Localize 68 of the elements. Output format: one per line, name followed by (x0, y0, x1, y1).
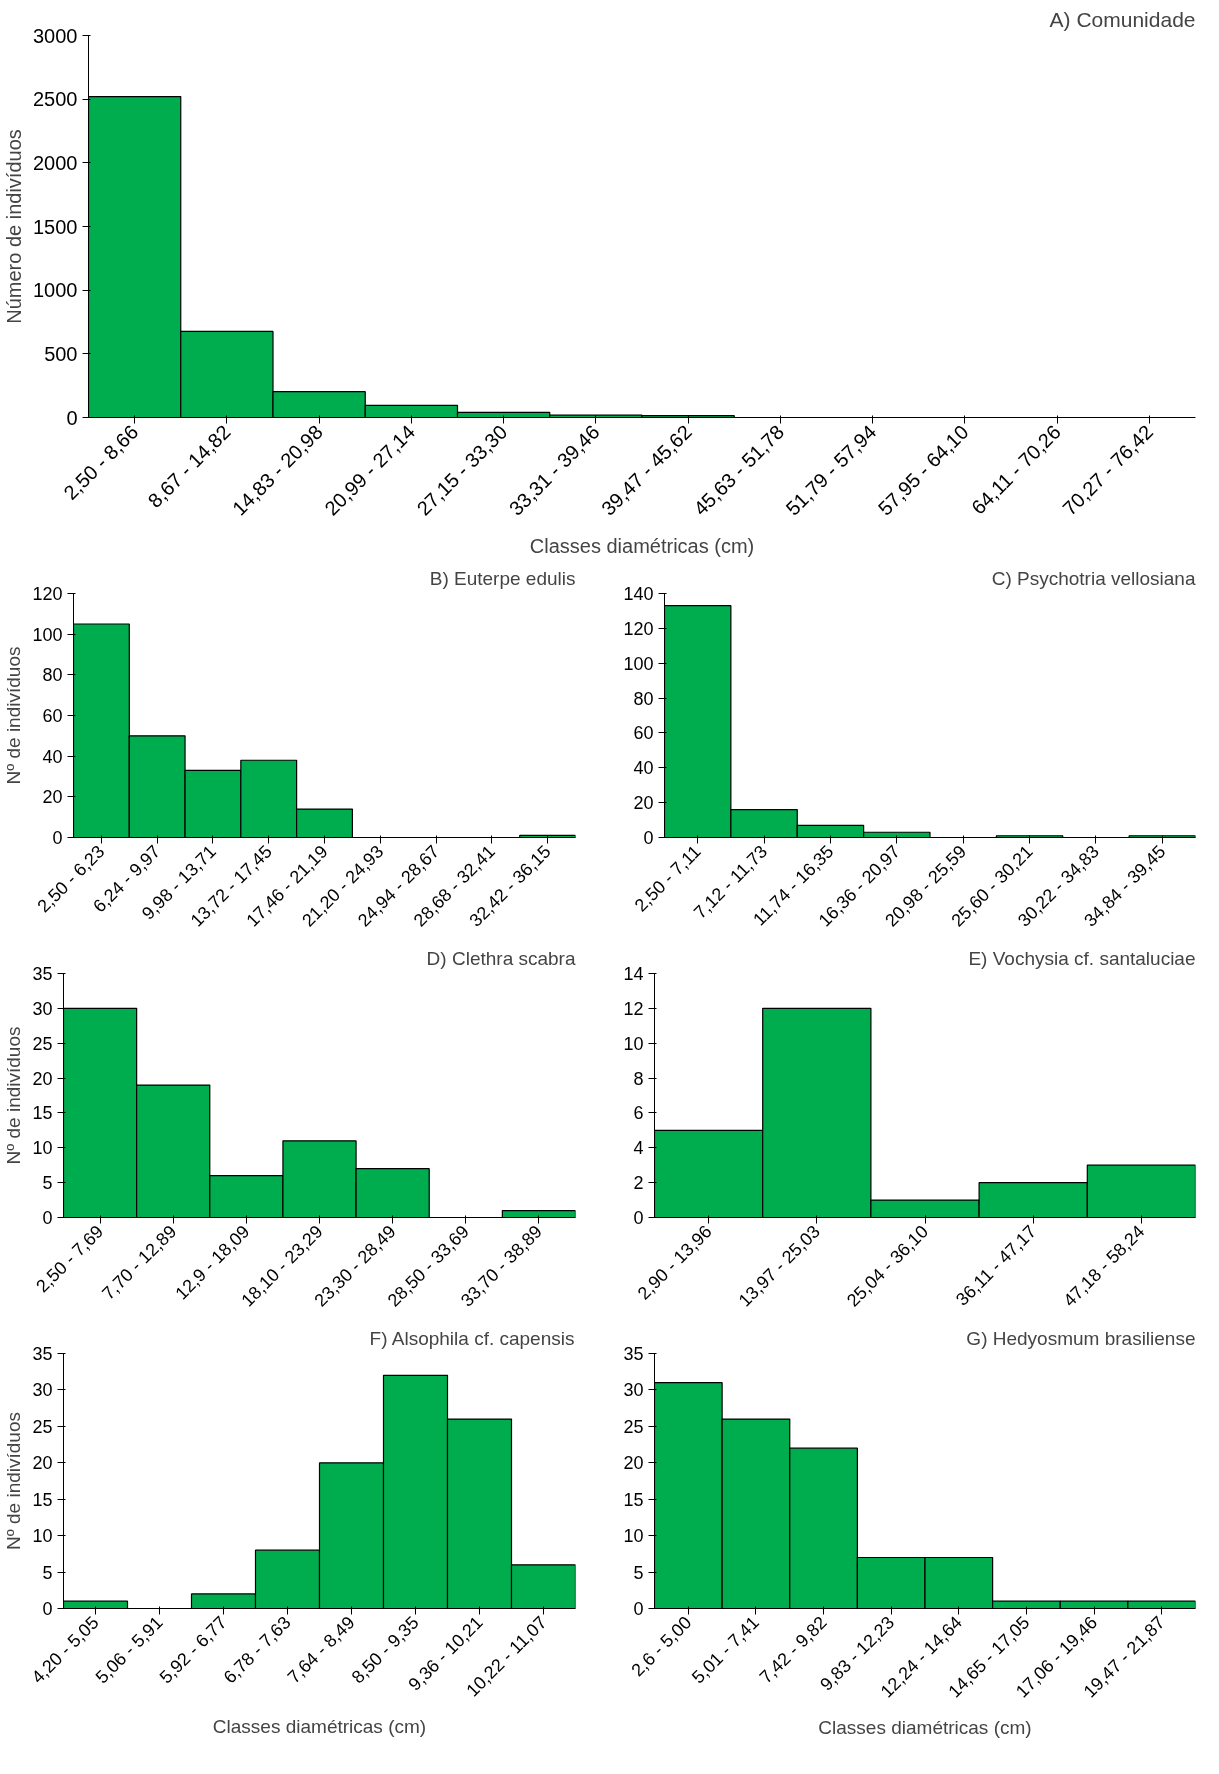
x-axis-title: Classes diamétricas (cm) (212, 1715, 427, 1737)
y-tick-label: 14 (623, 964, 644, 984)
chart-title: A) Comunidade (1049, 7, 1196, 31)
y-axis-title: Número de indivíduos (3, 129, 26, 324)
y-tick-label: 0 (633, 1208, 644, 1228)
y-tick-label: 3000 (33, 24, 78, 47)
chart-title: E) Vochysia cf. santaluciae (968, 947, 1196, 969)
y-tick-label: 500 (44, 342, 78, 365)
y-tick-label: 120 (32, 584, 63, 604)
chart-title: D) Clethra scabra (426, 947, 576, 969)
y-tick-label: 5 (42, 1562, 53, 1583)
y-tick-label: 10 (623, 1033, 644, 1054)
y-tick-label: 30 (32, 1380, 53, 1401)
y-tick-label: 1500 (33, 215, 78, 238)
y-tick-label: 10 (32, 1526, 53, 1547)
y-tick-label: 8 (633, 1068, 644, 1089)
y-tick-label: 140 (623, 584, 654, 604)
y-tick-label: 5 (42, 1173, 53, 1194)
y-axis-title: Nº de indivíduos (3, 1412, 25, 1550)
y-axis-title: Nº de indivíduos (3, 1026, 25, 1165)
y-tick-label: 60 (633, 723, 654, 744)
y-tick-label: 15 (32, 1489, 53, 1510)
y-tick-label: 25 (32, 1416, 53, 1437)
y-tick-label: 40 (42, 746, 63, 767)
y-tick-label: 25 (623, 1416, 644, 1437)
x-axis-title: Classes diamétricas (cm) (529, 535, 755, 558)
y-tick-label: 60 (42, 706, 63, 726)
y-tick-label: 35 (623, 1344, 644, 1364)
y-tick-label: 20 (633, 793, 654, 814)
y-tick-label: 0 (633, 1599, 644, 1619)
y-tick-label: 0 (42, 1599, 53, 1619)
y-tick-label: 10 (32, 1138, 53, 1159)
y-tick-label: 4 (633, 1138, 644, 1159)
y-tick-label: 2 (633, 1173, 644, 1194)
y-tick-label: 15 (623, 1489, 644, 1510)
y-tick-label: 35 (32, 1344, 53, 1364)
y-tick-label: 12 (623, 998, 644, 1019)
y-tick-label: 100 (623, 653, 654, 674)
y-tick-label: 20 (623, 1453, 644, 1474)
y-tick-label: 2500 (33, 88, 78, 111)
chart-title: C) Psychotria vellosiana (991, 567, 1196, 589)
y-tick-label: 35 (32, 964, 53, 984)
y-tick-label: 1000 (33, 279, 78, 302)
chart-title: B) Euterpe edulis (429, 567, 576, 589)
chart-title: F) Alsophila cf. capensis (369, 1327, 575, 1349)
y-tick-label: 0 (66, 406, 78, 429)
y-tick-label: 80 (42, 665, 63, 686)
x-axis-title: Classes diamétricas (cm) (818, 1716, 1032, 1738)
y-tick-label: 20 (42, 787, 63, 808)
y-tick-label: 2000 (33, 151, 78, 174)
y-tick-label: 15 (32, 1103, 53, 1124)
y-tick-label: 20 (32, 1453, 53, 1474)
y-axis-title: Nº de indivíduos (3, 646, 25, 785)
y-tick-label: 6 (633, 1103, 644, 1124)
y-tick-label: 30 (623, 1380, 644, 1401)
y-tick-label: 120 (623, 618, 654, 639)
y-tick-label: 5 (633, 1562, 644, 1583)
y-tick-label: 25 (32, 1033, 53, 1054)
y-tick-label: 0 (42, 1208, 53, 1228)
y-tick-label: 30 (32, 998, 53, 1019)
y-tick-label: 80 (633, 688, 654, 709)
y-tick-label: 0 (643, 828, 654, 848)
y-tick-label: 0 (52, 828, 63, 848)
y-tick-label: 10 (623, 1526, 644, 1547)
y-tick-label: 20 (32, 1068, 53, 1089)
y-tick-label: 100 (32, 624, 63, 645)
y-tick-label: 40 (633, 758, 654, 779)
chart-title: G) Hedyosmum brasiliense (966, 1327, 1196, 1349)
